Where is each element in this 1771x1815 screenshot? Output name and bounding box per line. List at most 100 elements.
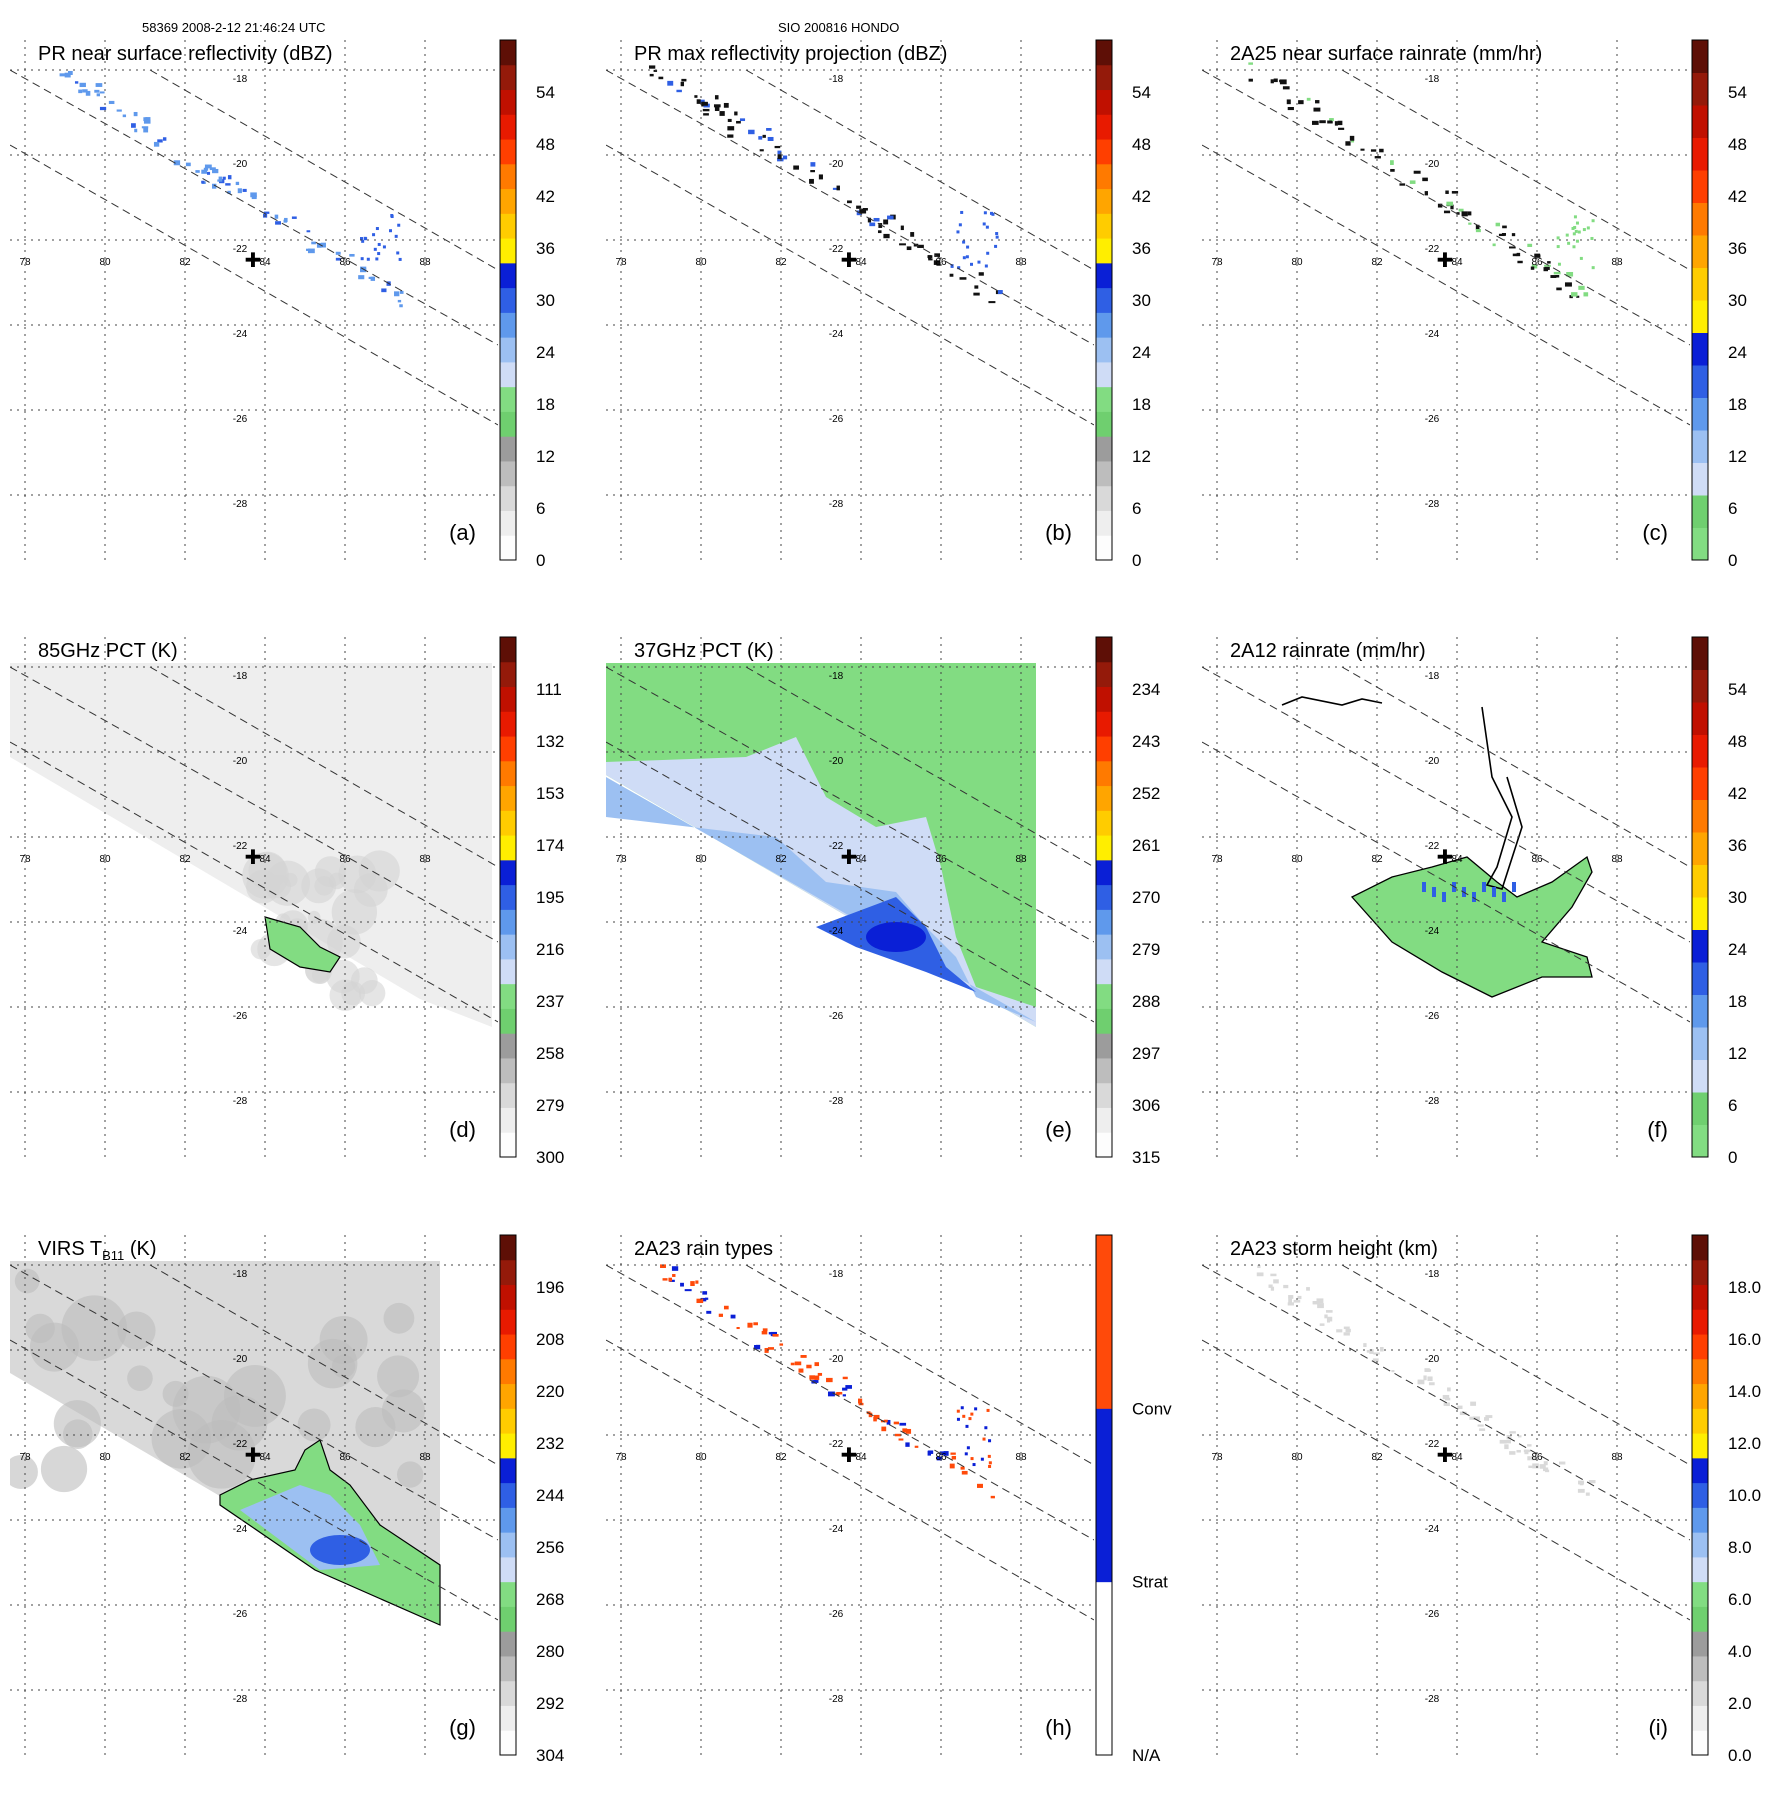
colorbar: 0 6 12 18 24 30 36 42 48 54 bbox=[499, 39, 555, 570]
pr-echo bbox=[242, 188, 247, 192]
rain-type-echo bbox=[723, 1305, 729, 1310]
cloud-texture bbox=[223, 1365, 286, 1427]
swath-edge-line bbox=[606, 741, 1094, 1023]
storm-height-echo bbox=[1559, 1461, 1566, 1465]
colorbar-segment bbox=[500, 661, 516, 688]
pr-echo-core bbox=[375, 227, 379, 231]
colorbar-tick-label: 0 bbox=[536, 551, 545, 570]
lat-tick-label: -26 bbox=[1425, 414, 1440, 425]
rain-type-echo bbox=[669, 1279, 675, 1282]
pr-echo bbox=[988, 301, 996, 304]
lon-tick-label: 84 bbox=[259, 854, 271, 865]
pr-echo bbox=[1555, 275, 1560, 278]
colorbar-tick-label: 280 bbox=[536, 1642, 564, 1661]
map-plot-i: 78 80 82 84 86 88 -18 -20 -22 -24 -26 -28 ✚ 2A23 stor… bbox=[1202, 1234, 1761, 1765]
colorbar-tick-label: 24 bbox=[1728, 343, 1747, 362]
colorbar-segment bbox=[1692, 1309, 1708, 1335]
panel-g: 78 80 82 84 86 88 -18 -20 -22 -24 -26 -28 ✚ VIRS TB11… bbox=[0, 1225, 590, 1815]
colorbar-tick-label: 300 bbox=[536, 1148, 564, 1167]
lat-tick-label: -22 bbox=[829, 244, 844, 255]
rain-type-echo bbox=[886, 1419, 891, 1425]
colorbar-tick-label: 54 bbox=[1728, 680, 1747, 699]
swath-edge-line bbox=[1202, 1264, 1690, 1541]
pr-echo bbox=[153, 141, 160, 147]
colorbar-segment bbox=[500, 859, 516, 886]
lat-tick-label: -26 bbox=[829, 414, 844, 425]
lat-tick-label: -26 bbox=[1425, 1011, 1440, 1022]
rain-type-echo bbox=[842, 1376, 848, 1380]
colorbar-tick-label: 42 bbox=[536, 187, 555, 206]
lon-tick-label: 82 bbox=[1371, 257, 1383, 268]
pr-echo-core bbox=[1556, 236, 1560, 240]
colorbar-segment bbox=[1096, 1235, 1112, 1409]
rain-type-echo bbox=[814, 1375, 820, 1380]
pr-echo bbox=[1337, 120, 1343, 126]
colorbar-segment bbox=[1692, 1027, 1708, 1060]
pr-echo bbox=[1399, 183, 1406, 186]
swath-edge-line bbox=[606, 666, 1094, 943]
storm-height-echo bbox=[1424, 1368, 1430, 1372]
pr-echo bbox=[873, 217, 880, 222]
lat-tick-label: -24 bbox=[233, 329, 248, 340]
colorbar-tick-label: Strat bbox=[1132, 1573, 1168, 1592]
colorbar-segment bbox=[1096, 1408, 1112, 1583]
pr-echo bbox=[699, 99, 705, 104]
lon-tick-label: 88 bbox=[419, 854, 431, 865]
colorbar-segment bbox=[500, 958, 516, 985]
lat-tick-label: -20 bbox=[1425, 756, 1440, 767]
pr-echo-core bbox=[372, 233, 376, 237]
colorbar-segment bbox=[1692, 637, 1708, 670]
colorbar-tick-label: 292 bbox=[536, 1694, 564, 1713]
pr-echo-core bbox=[1572, 232, 1576, 236]
lon-tick-label: 80 bbox=[1291, 854, 1303, 865]
storm-height-echo bbox=[1324, 1314, 1328, 1319]
storm-height-echo bbox=[1288, 1298, 1293, 1303]
storm-height-echo bbox=[1543, 1461, 1548, 1466]
storm-height-echo bbox=[1283, 1284, 1289, 1289]
pr-echo bbox=[973, 292, 980, 296]
pr-echo bbox=[143, 127, 149, 133]
pr-echo-core bbox=[983, 211, 987, 215]
rain-type-core bbox=[980, 1457, 984, 1461]
colorbar-segment bbox=[500, 188, 516, 214]
lat-tick-label: -22 bbox=[1425, 244, 1440, 255]
pr-echo bbox=[1492, 243, 1496, 247]
swath-edge-line bbox=[745, 1264, 1094, 1466]
swath-edge-line bbox=[1202, 1339, 1690, 1621]
colorbar-tick-label: 174 bbox=[536, 836, 564, 855]
colorbar-segment bbox=[1692, 1482, 1708, 1508]
storm-height-echo bbox=[1373, 1352, 1380, 1355]
pr-echo-core bbox=[1591, 219, 1595, 223]
colorbar-segment bbox=[500, 1057, 516, 1084]
pr-echo bbox=[227, 190, 231, 194]
pr-echo-core bbox=[396, 251, 400, 255]
pr-echo bbox=[719, 111, 725, 116]
pr-echo bbox=[867, 217, 872, 223]
rain-type-echo bbox=[736, 1326, 740, 1330]
rain-type-core bbox=[988, 1461, 992, 1465]
panel-title: 2A25 near surface rainrate (mm/hr) bbox=[1230, 43, 1542, 65]
pr-echo-core bbox=[962, 240, 966, 244]
storm-height-echo bbox=[1506, 1435, 1512, 1440]
lat-tick-label: -20 bbox=[233, 756, 248, 767]
colorbar-segment bbox=[1692, 832, 1708, 865]
pr-echo bbox=[1338, 127, 1345, 130]
lon-tick-label: 82 bbox=[179, 1452, 191, 1463]
pr-echo bbox=[1556, 287, 1562, 291]
colorbar-segment bbox=[500, 1655, 516, 1682]
pr-echo bbox=[1566, 271, 1574, 277]
pr-echo-core bbox=[986, 251, 990, 255]
rain-type-core bbox=[960, 1406, 964, 1410]
colorbar-tick-label: 220 bbox=[536, 1382, 564, 1401]
pct37-core bbox=[866, 922, 926, 952]
swath-edge-line bbox=[606, 1339, 1094, 1621]
rain-type-echo bbox=[943, 1451, 949, 1456]
colorbar-segment bbox=[500, 1259, 516, 1286]
pr-echo bbox=[1495, 222, 1501, 227]
colorbar-segment bbox=[1692, 1358, 1708, 1385]
colorbar-segment bbox=[500, 1408, 516, 1434]
colorbar-tick-label: 258 bbox=[536, 1044, 564, 1063]
pr-echo bbox=[397, 299, 402, 303]
storm-height-echo bbox=[1477, 1424, 1484, 1427]
colorbar-segment bbox=[500, 1482, 516, 1508]
